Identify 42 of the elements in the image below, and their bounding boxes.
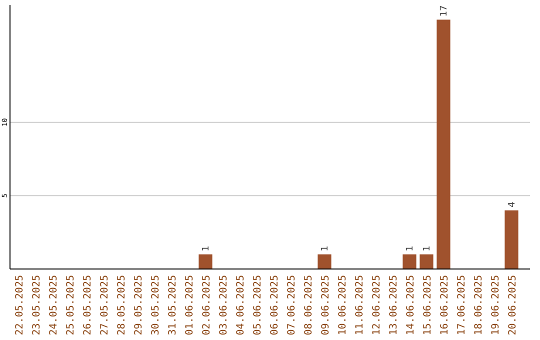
- x-tick-label: 02.06.2025: [202, 275, 212, 336]
- x-tick-label: 12.06.2025: [372, 275, 382, 336]
- x-tick-label: 11.06.2025: [354, 275, 366, 336]
- x-tick-label: 15.06.2025: [422, 275, 434, 336]
- x-tick-label: 18.06.2025: [474, 275, 484, 336]
- bar: [198, 254, 212, 269]
- x-tick-label: 28.05.2025: [116, 275, 128, 336]
- x-tick-label: 13.06.2025: [388, 275, 400, 336]
- x-tick-label: 25.05.2025: [66, 275, 76, 336]
- data-label: 4: [508, 201, 518, 208]
- x-tick-label: 26.05.2025: [82, 275, 94, 336]
- x-tick-label: 31.05.2025: [168, 275, 178, 336]
- x-tick-label: 22.05.2025: [14, 275, 26, 336]
- x-tick-label: 17.06.2025: [456, 275, 468, 336]
- bar: [436, 20, 450, 269]
- x-tick-label: 06.06.2025: [270, 275, 280, 336]
- x-tick-label: 27.05.2025: [100, 275, 110, 336]
- x-tick-label: 01.06.2025: [184, 275, 196, 336]
- x-tick-label: 08.06.2025: [304, 275, 314, 336]
- data-label: 1: [422, 246, 432, 252]
- x-tick-label: 30.05.2025: [150, 275, 162, 336]
- x-tick-label: 14.06.2025: [406, 275, 416, 336]
- data-label: 1: [202, 246, 212, 252]
- bar: [318, 254, 332, 269]
- x-tick-label: 09.06.2025: [320, 275, 332, 336]
- bar: [402, 254, 416, 269]
- data-label: 1: [320, 246, 330, 252]
- x-tick-label: 29.05.2025: [134, 275, 144, 336]
- data-label: 1: [406, 246, 416, 252]
- x-tick-label: 23.05.2025: [32, 275, 42, 336]
- x-tick-label: 05.06.2025: [252, 275, 264, 336]
- x-tick-label: 04.06.2025: [236, 275, 246, 336]
- bar: [504, 210, 518, 269]
- data-label: 17: [440, 5, 450, 17]
- bar: [420, 254, 434, 269]
- x-tick-label: 03.06.2025: [218, 275, 230, 336]
- x-tick-label: 20.06.2025: [508, 275, 518, 336]
- x-tick-label: 24.05.2025: [48, 275, 60, 336]
- x-tick-label: 07.06.2025: [286, 275, 298, 336]
- x-tick-label: 10.06.2025: [338, 275, 348, 336]
- x-tick-label: 16.06.2025: [440, 275, 450, 336]
- x-tick-label: 19.06.2025: [490, 275, 502, 336]
